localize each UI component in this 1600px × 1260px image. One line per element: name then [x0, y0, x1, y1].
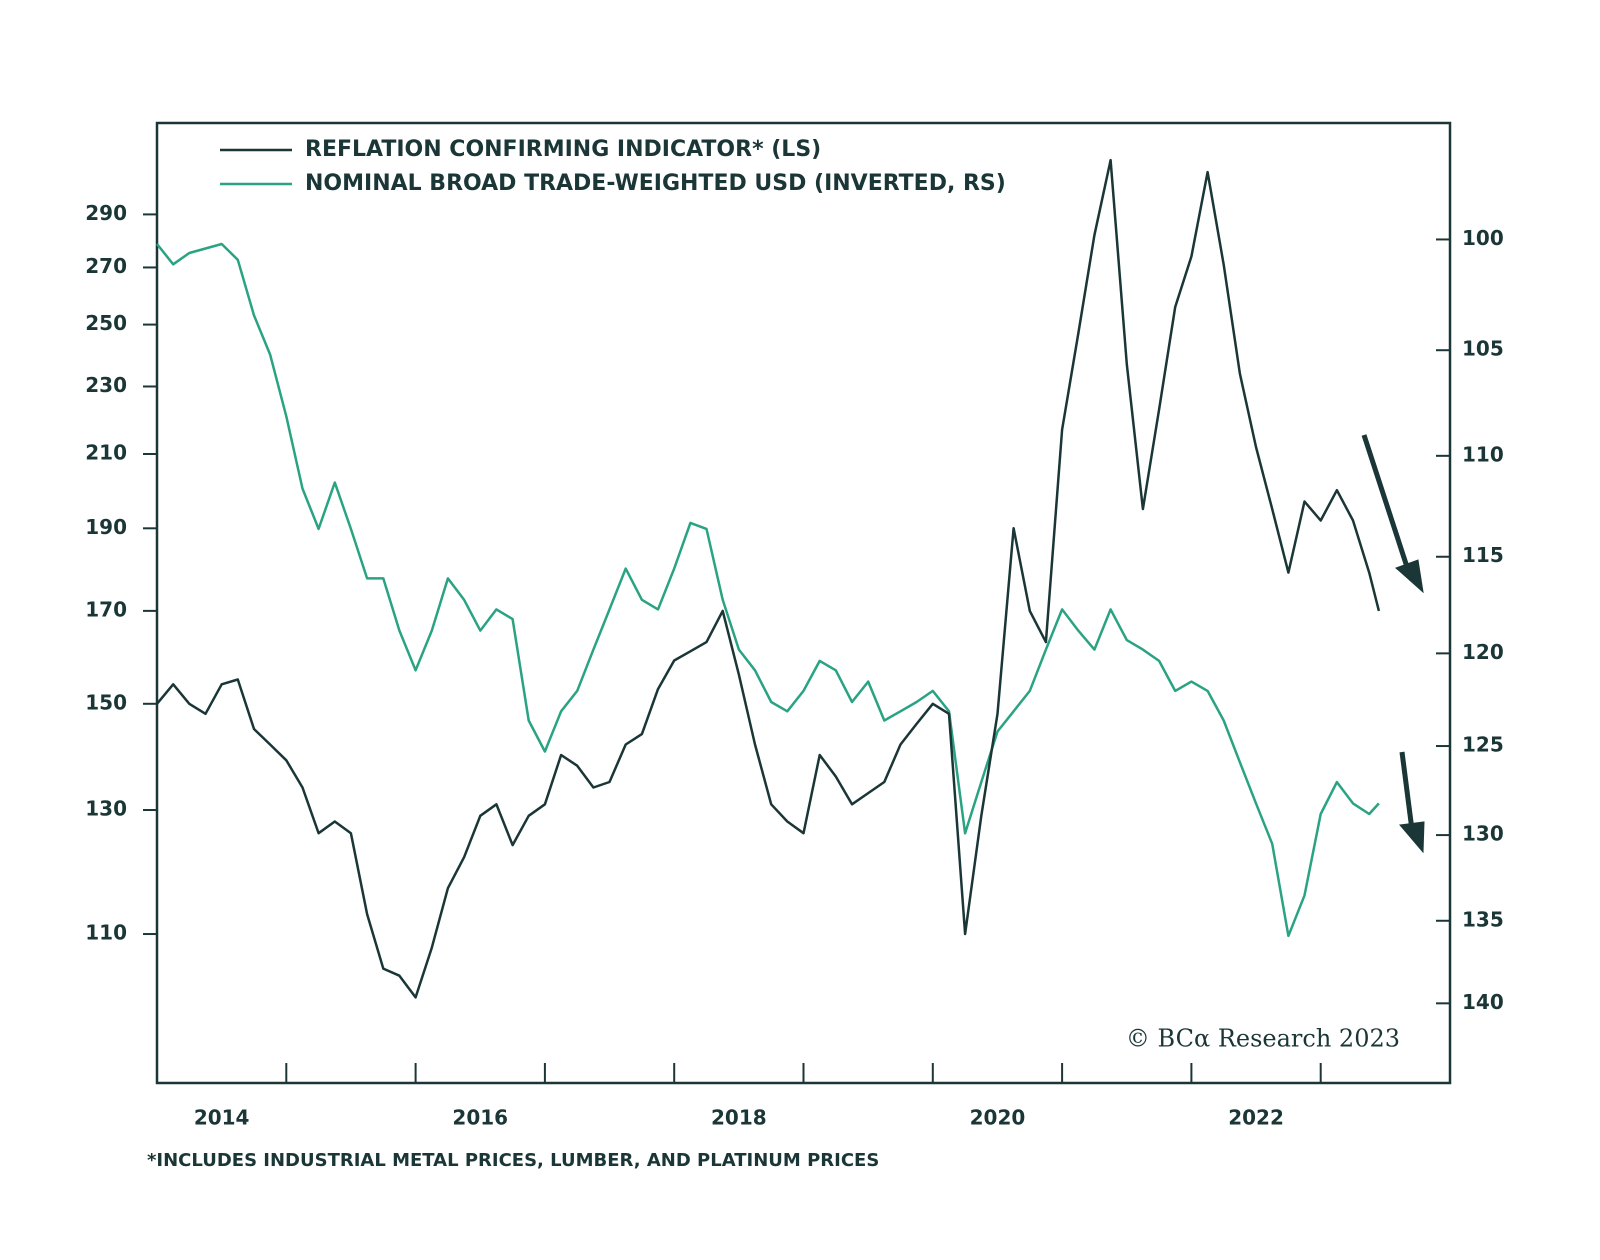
y2-tick-label: 115 [1462, 543, 1504, 567]
x-tick-label: 2016 [452, 1106, 508, 1130]
y2-tick-label: 105 [1462, 337, 1504, 361]
y-tick-label: 150 [85, 690, 127, 714]
arrows [1361, 434, 1425, 854]
x-tick-label: 2022 [1228, 1106, 1284, 1130]
footnote: *INCLUDES INDUSTRIAL METAL PRICES, LUMBE… [147, 1150, 879, 1171]
arrow-head [1395, 559, 1424, 594]
series-line [156, 158, 1381, 999]
x-tick-label: 2014 [194, 1106, 250, 1130]
legend-label: NOMINAL BROAD TRADE-WEIGHTED USD (INVERT… [305, 171, 1006, 196]
source: © BCα Research 2023 [1126, 1025, 1400, 1053]
y-tick-label: 210 [85, 441, 127, 465]
y2-tick-label: 110 [1462, 442, 1504, 466]
legend-label: REFLATION CONFIRMING INDICATOR* (LS) [305, 137, 821, 162]
series-line [156, 242, 1380, 938]
y-tick-label: 130 [85, 797, 127, 821]
y-tick-label: 190 [85, 515, 127, 539]
y-tick-label: 170 [85, 597, 127, 621]
x-tick-label: 2018 [711, 1106, 767, 1130]
arrow [1361, 434, 1411, 571]
y2-tick-label: 135 [1462, 907, 1504, 931]
y-tick-label: 290 [85, 201, 127, 225]
y-tick-label: 250 [85, 311, 127, 335]
y2-tick-label: 100 [1462, 226, 1504, 250]
y-tick-label: 230 [85, 373, 127, 397]
y2-tick-label: 130 [1462, 822, 1504, 846]
y2-tick-label: 140 [1462, 990, 1504, 1014]
y-tick-label: 270 [85, 254, 127, 278]
y2-tick-label: 125 [1462, 733, 1504, 757]
y-tick-label: 110 [85, 921, 127, 945]
arrow-head [1399, 821, 1425, 854]
y2-tick-label: 120 [1462, 640, 1504, 664]
x-tick-label: 2020 [970, 1106, 1026, 1130]
arrow [1399, 751, 1415, 831]
